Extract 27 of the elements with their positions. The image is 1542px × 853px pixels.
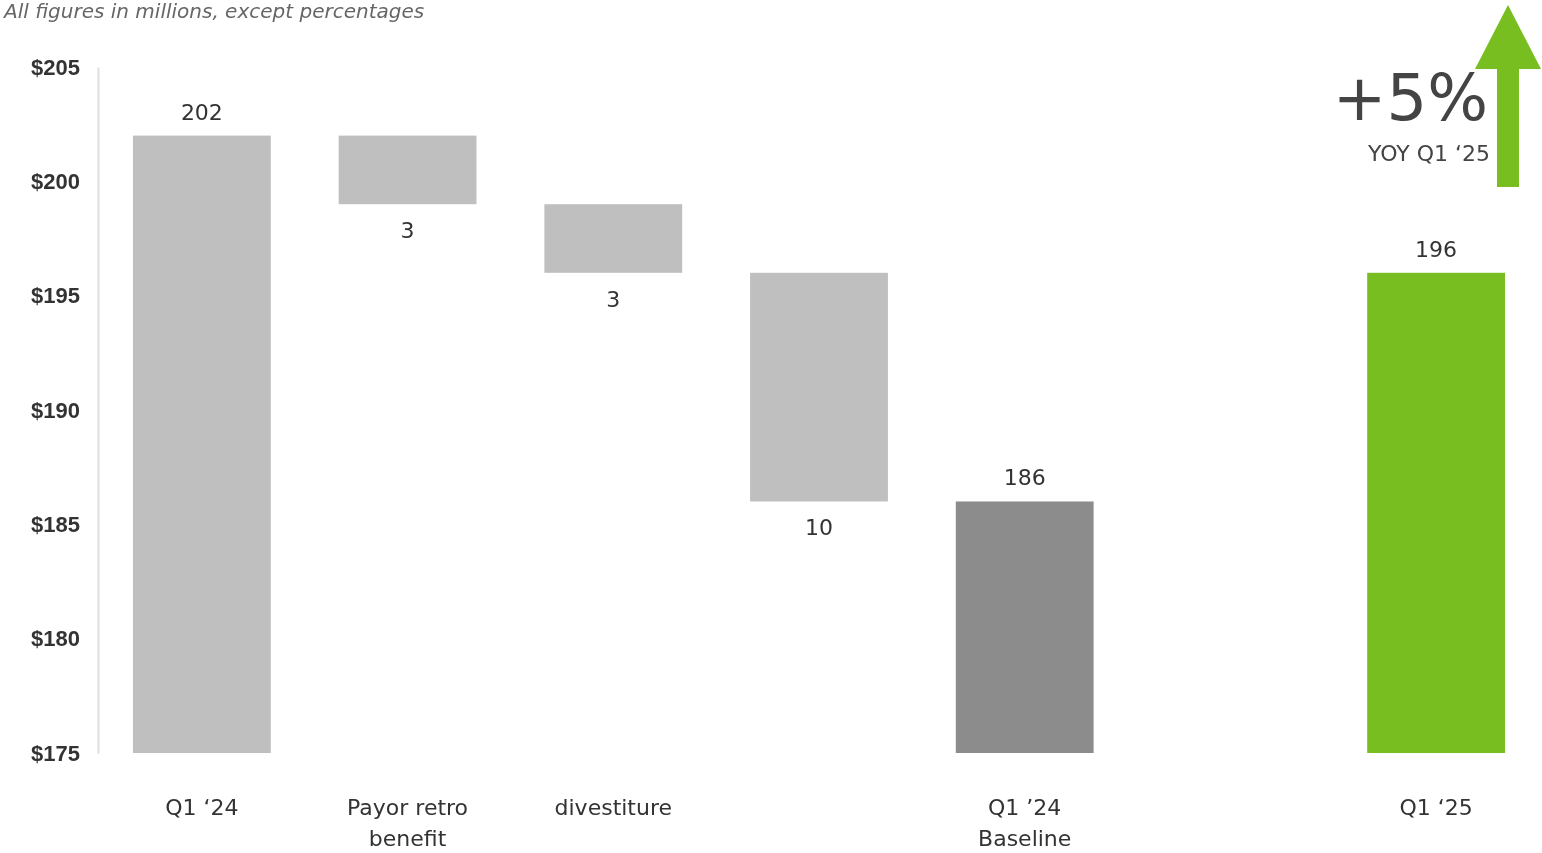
x-tick-label: divestiture bbox=[554, 795, 673, 820]
y-tick-label: $190 bbox=[31, 397, 80, 423]
y-tick-label: $180 bbox=[31, 626, 80, 652]
x-tick-label: Q1 ‘24 bbox=[165, 795, 239, 820]
bar bbox=[132, 135, 271, 753]
bar bbox=[750, 272, 888, 502]
data-label: 202 bbox=[180, 99, 223, 125]
data-label: 3 bbox=[400, 218, 415, 244]
annotation: +5% bbox=[1332, 61, 1488, 135]
y-tick-label: $195 bbox=[31, 283, 80, 309]
y-tick-label: $175 bbox=[31, 740, 80, 766]
data-label: 3 bbox=[606, 286, 621, 312]
y-tick-label: $185 bbox=[31, 511, 80, 537]
data-label: 196 bbox=[1415, 236, 1458, 262]
bar bbox=[544, 204, 683, 273]
y-tick-label: $205 bbox=[31, 54, 80, 80]
annotation: YOY Q1 ‘25 bbox=[1366, 141, 1490, 166]
x-tick-label: Payor retro benefit bbox=[347, 795, 469, 851]
y-tick-label: $200 bbox=[31, 168, 80, 194]
x-tick-label: Q1 ’24 Baseline bbox=[978, 795, 1072, 851]
bar bbox=[338, 135, 477, 205]
data-label: 186 bbox=[1003, 465, 1046, 491]
data-label: 10 bbox=[805, 515, 833, 541]
bar bbox=[1367, 272, 1506, 753]
x-tick-label: Q1 ‘25 bbox=[1399, 795, 1473, 820]
bar bbox=[955, 501, 1094, 753]
chart-title: All figures in millions, except percentages bbox=[2, 0, 425, 23]
